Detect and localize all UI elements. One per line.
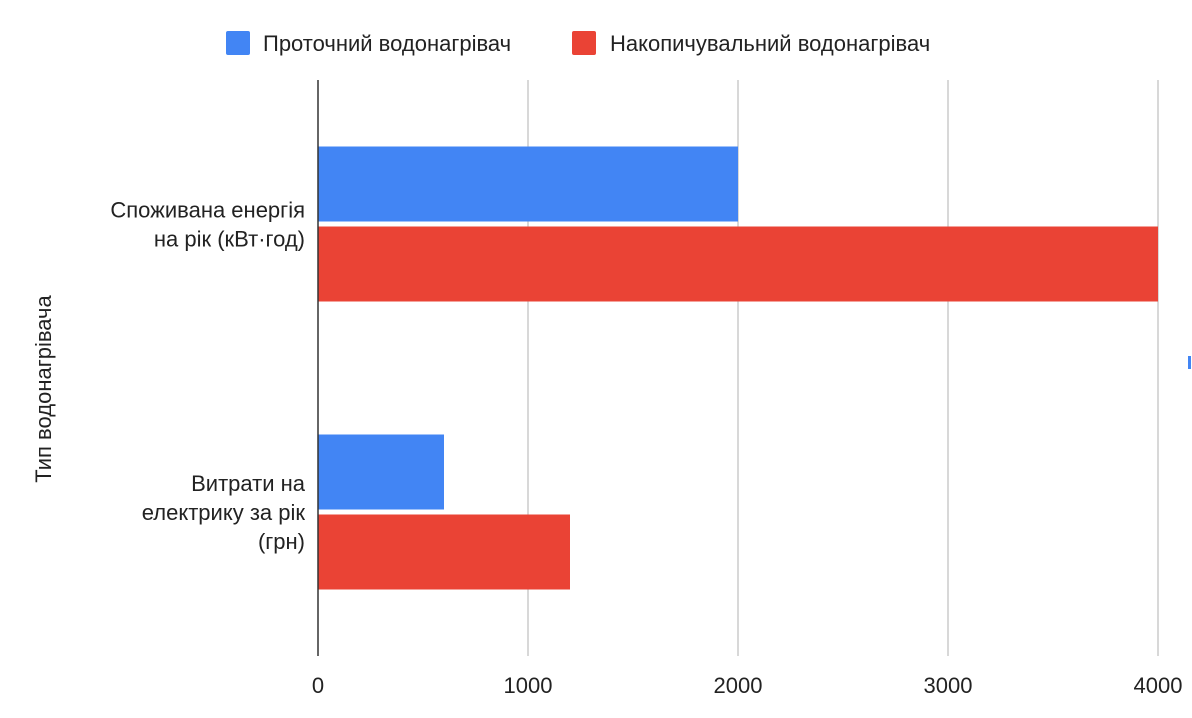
- category-label-line: (грн): [258, 529, 305, 554]
- category-label-line: Витрати на: [191, 471, 306, 496]
- x-tick-label: 2000: [714, 673, 763, 698]
- bar-instant-1: [318, 146, 738, 222]
- category-labels: Споживана енергія на рік (кВт·год) Витрати…: [110, 198, 305, 555]
- legend-swatch: [572, 31, 596, 55]
- legend-swatch: [226, 31, 250, 55]
- category-label-line: електрику за рік: [142, 500, 306, 525]
- category-label: Споживана енергія на рік (кВт·год): [110, 198, 305, 252]
- bar-storage-2: [318, 514, 570, 590]
- x-tick-label: 1000: [504, 673, 553, 698]
- x-tick-label: 3000: [924, 673, 973, 698]
- bar-storage-1: [318, 226, 1158, 302]
- legend-label: Проточний водонагрівач: [263, 31, 511, 56]
- category-label-line: на рік (кВт·год): [154, 227, 305, 252]
- scroll-indicator: [1188, 356, 1191, 369]
- x-tick-label: 4000: [1134, 673, 1183, 698]
- y-axis-title: Тип водонагрівача: [31, 295, 56, 483]
- category-label: Витрати на електрику за рік (грн): [142, 471, 306, 554]
- x-tick-labels: 0 1000 2000 3000 4000: [312, 673, 1183, 698]
- x-tick-label: 0: [312, 673, 324, 698]
- bars: [318, 146, 1158, 590]
- legend: Проточний водонагрівач Накопичувальний во…: [226, 31, 930, 56]
- category-label-line: Споживана енергія: [110, 198, 305, 223]
- bar-instant-2: [318, 434, 444, 510]
- legend-label: Накопичувальний водонагрівач: [610, 31, 930, 56]
